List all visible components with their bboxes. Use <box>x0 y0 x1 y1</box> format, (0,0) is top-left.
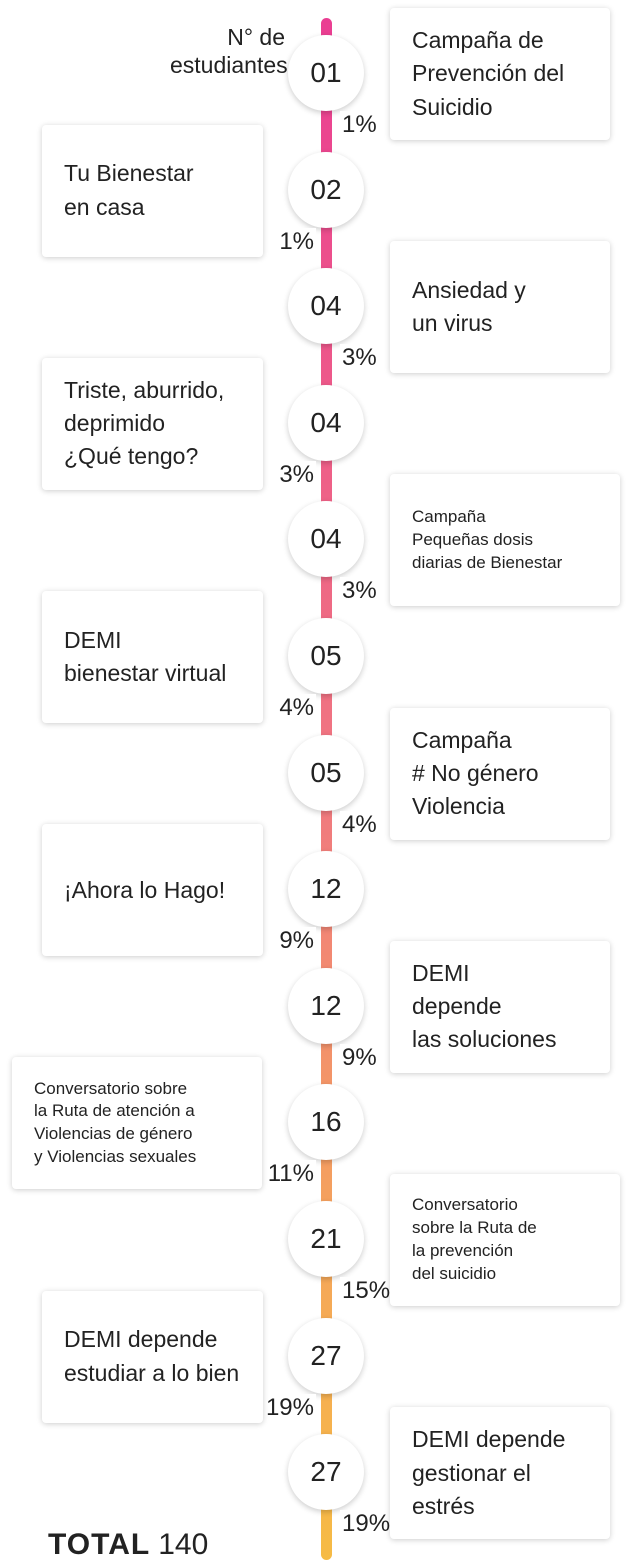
card-line: Violencias de género <box>34 1124 193 1144</box>
count-circle: 04 <box>288 268 364 345</box>
card-line: Triste, aburrido, <box>64 376 225 403</box>
percent: 19% <box>340 1510 393 1539</box>
count-circle: 01 <box>288 35 364 111</box>
card: DEMI depende gestionar el estrés <box>390 1407 610 1540</box>
card-line: Suicidio <box>412 93 493 120</box>
percent: 9% <box>340 1043 379 1072</box>
count-circle: 27 <box>288 1317 364 1394</box>
card-line: y Violencias sexuales <box>34 1147 197 1167</box>
card-line: DEMI <box>64 626 122 653</box>
card-line: DEMI <box>412 959 470 986</box>
card-line: gestionar el estrés <box>412 1459 531 1519</box>
count-circle: 21 <box>288 1201 364 1277</box>
card-line: en casa <box>64 193 145 220</box>
percent: 1% <box>277 227 316 256</box>
card: DEMI depende estudiar a lo bien <box>42 1290 263 1423</box>
card: Conversatorio sobre la Ruta de atención a… <box>12 1057 262 1190</box>
card-line: diarias de Bienestar <box>412 552 563 572</box>
card: DEMI depende las soluciones <box>390 940 610 1073</box>
count-circle: 04 <box>288 384 364 461</box>
card-line: la Ruta de atención a <box>34 1101 195 1121</box>
card-line: Tu Bienestar <box>64 160 194 187</box>
card-line: Campaña <box>412 506 486 526</box>
percent: 19% <box>263 1393 316 1422</box>
card-line: Campaña <box>412 726 512 753</box>
total: TOTAL 140 <box>48 1528 208 1562</box>
card-line: un virus <box>412 310 493 337</box>
card-line: # No género <box>412 759 539 786</box>
count-circle: 04 <box>288 501 364 578</box>
percent: 3% <box>277 460 316 489</box>
total-value: 140 <box>158 1528 209 1561</box>
header-line: N° de <box>227 24 285 50</box>
card-line: Prevención del <box>412 60 565 87</box>
card: Ansiedad y un virus <box>390 241 610 374</box>
header-line: estudiantes <box>170 51 288 78</box>
count-circle: 27 <box>288 1434 364 1511</box>
card: Tu Bienestar en casa <box>42 124 263 257</box>
count-circle: 05 <box>288 734 364 811</box>
count-circle: 12 <box>288 851 364 928</box>
percent: 11% <box>265 1160 316 1189</box>
card-line: sobre la Ruta de <box>412 1218 537 1238</box>
count-circle: 12 <box>288 967 364 1044</box>
card-line: la prevención <box>412 1241 514 1260</box>
card: Campaña de Prevención del Suicidio <box>390 8 610 140</box>
card: ¡Ahora lo Hago! <box>42 824 263 957</box>
card-line: Campaña de <box>412 26 544 53</box>
card: Campaña # No género Violencia <box>390 707 610 840</box>
percent: 4% <box>340 810 379 839</box>
card-line: Conversatorio <box>412 1195 518 1215</box>
card-line: Ansiedad y <box>412 276 526 303</box>
header: N° de estudiantes <box>170 24 288 79</box>
card-line: ¡Ahora lo Hago! <box>64 876 226 903</box>
card-line: DEMI depende <box>412 1426 566 1453</box>
count-circle: 05 <box>288 618 364 694</box>
card-line: Violencia <box>412 793 505 820</box>
card: Triste, aburrido, deprimido ¿Qué tengo? <box>42 357 263 490</box>
card-line: DEMI depende <box>64 1326 218 1353</box>
card-line: Conversatorio sobre <box>34 1078 188 1098</box>
percent: 3% <box>340 577 379 606</box>
percent: 9% <box>277 927 316 956</box>
count-circle: 16 <box>288 1084 364 1161</box>
card-line: las soluciones <box>412 1026 557 1053</box>
total-label: TOTAL <box>48 1528 151 1561</box>
percent: 1% <box>340 111 379 139</box>
card-line: depende <box>412 993 502 1020</box>
card-line: Pequeñas dosis <box>412 529 533 549</box>
card-line: del suicidio <box>412 1263 497 1283</box>
count-circle: 02 <box>288 151 364 228</box>
card: DEMI bienestar virtual <box>42 591 263 723</box>
card-line: estudiar a lo bien <box>64 1359 240 1386</box>
percent: 3% <box>340 344 379 373</box>
card-line: bienestar virtual <box>64 660 227 686</box>
card: Conversatorio sobre la Ruta de la prevenci… <box>390 1174 620 1306</box>
card-line: ¿Qué tengo? <box>64 443 199 470</box>
percent: 15% <box>340 1277 393 1305</box>
card: Campaña Pequeñas dosis diarias de Bienesta… <box>390 474 620 607</box>
percent: 4% <box>277 694 316 722</box>
card-line: deprimido <box>64 410 165 437</box>
